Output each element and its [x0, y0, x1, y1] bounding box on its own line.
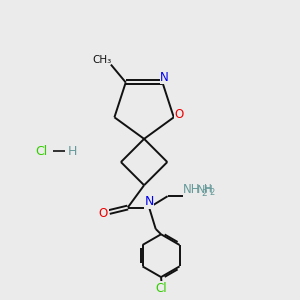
Text: 2: 2 [209, 188, 215, 197]
Text: O: O [175, 108, 184, 122]
Text: NH: NH [197, 185, 214, 195]
Text: Cl: Cl [156, 282, 167, 295]
Text: N: N [160, 70, 169, 84]
Text: H: H [68, 145, 77, 158]
Text: N: N [145, 195, 154, 208]
Text: CH₃: CH₃ [92, 55, 112, 65]
Text: O: O [99, 207, 108, 220]
Text: Cl: Cl [35, 145, 48, 158]
Text: H: H [203, 184, 211, 194]
Text: 2: 2 [202, 189, 207, 198]
Text: NH: NH [183, 183, 201, 196]
